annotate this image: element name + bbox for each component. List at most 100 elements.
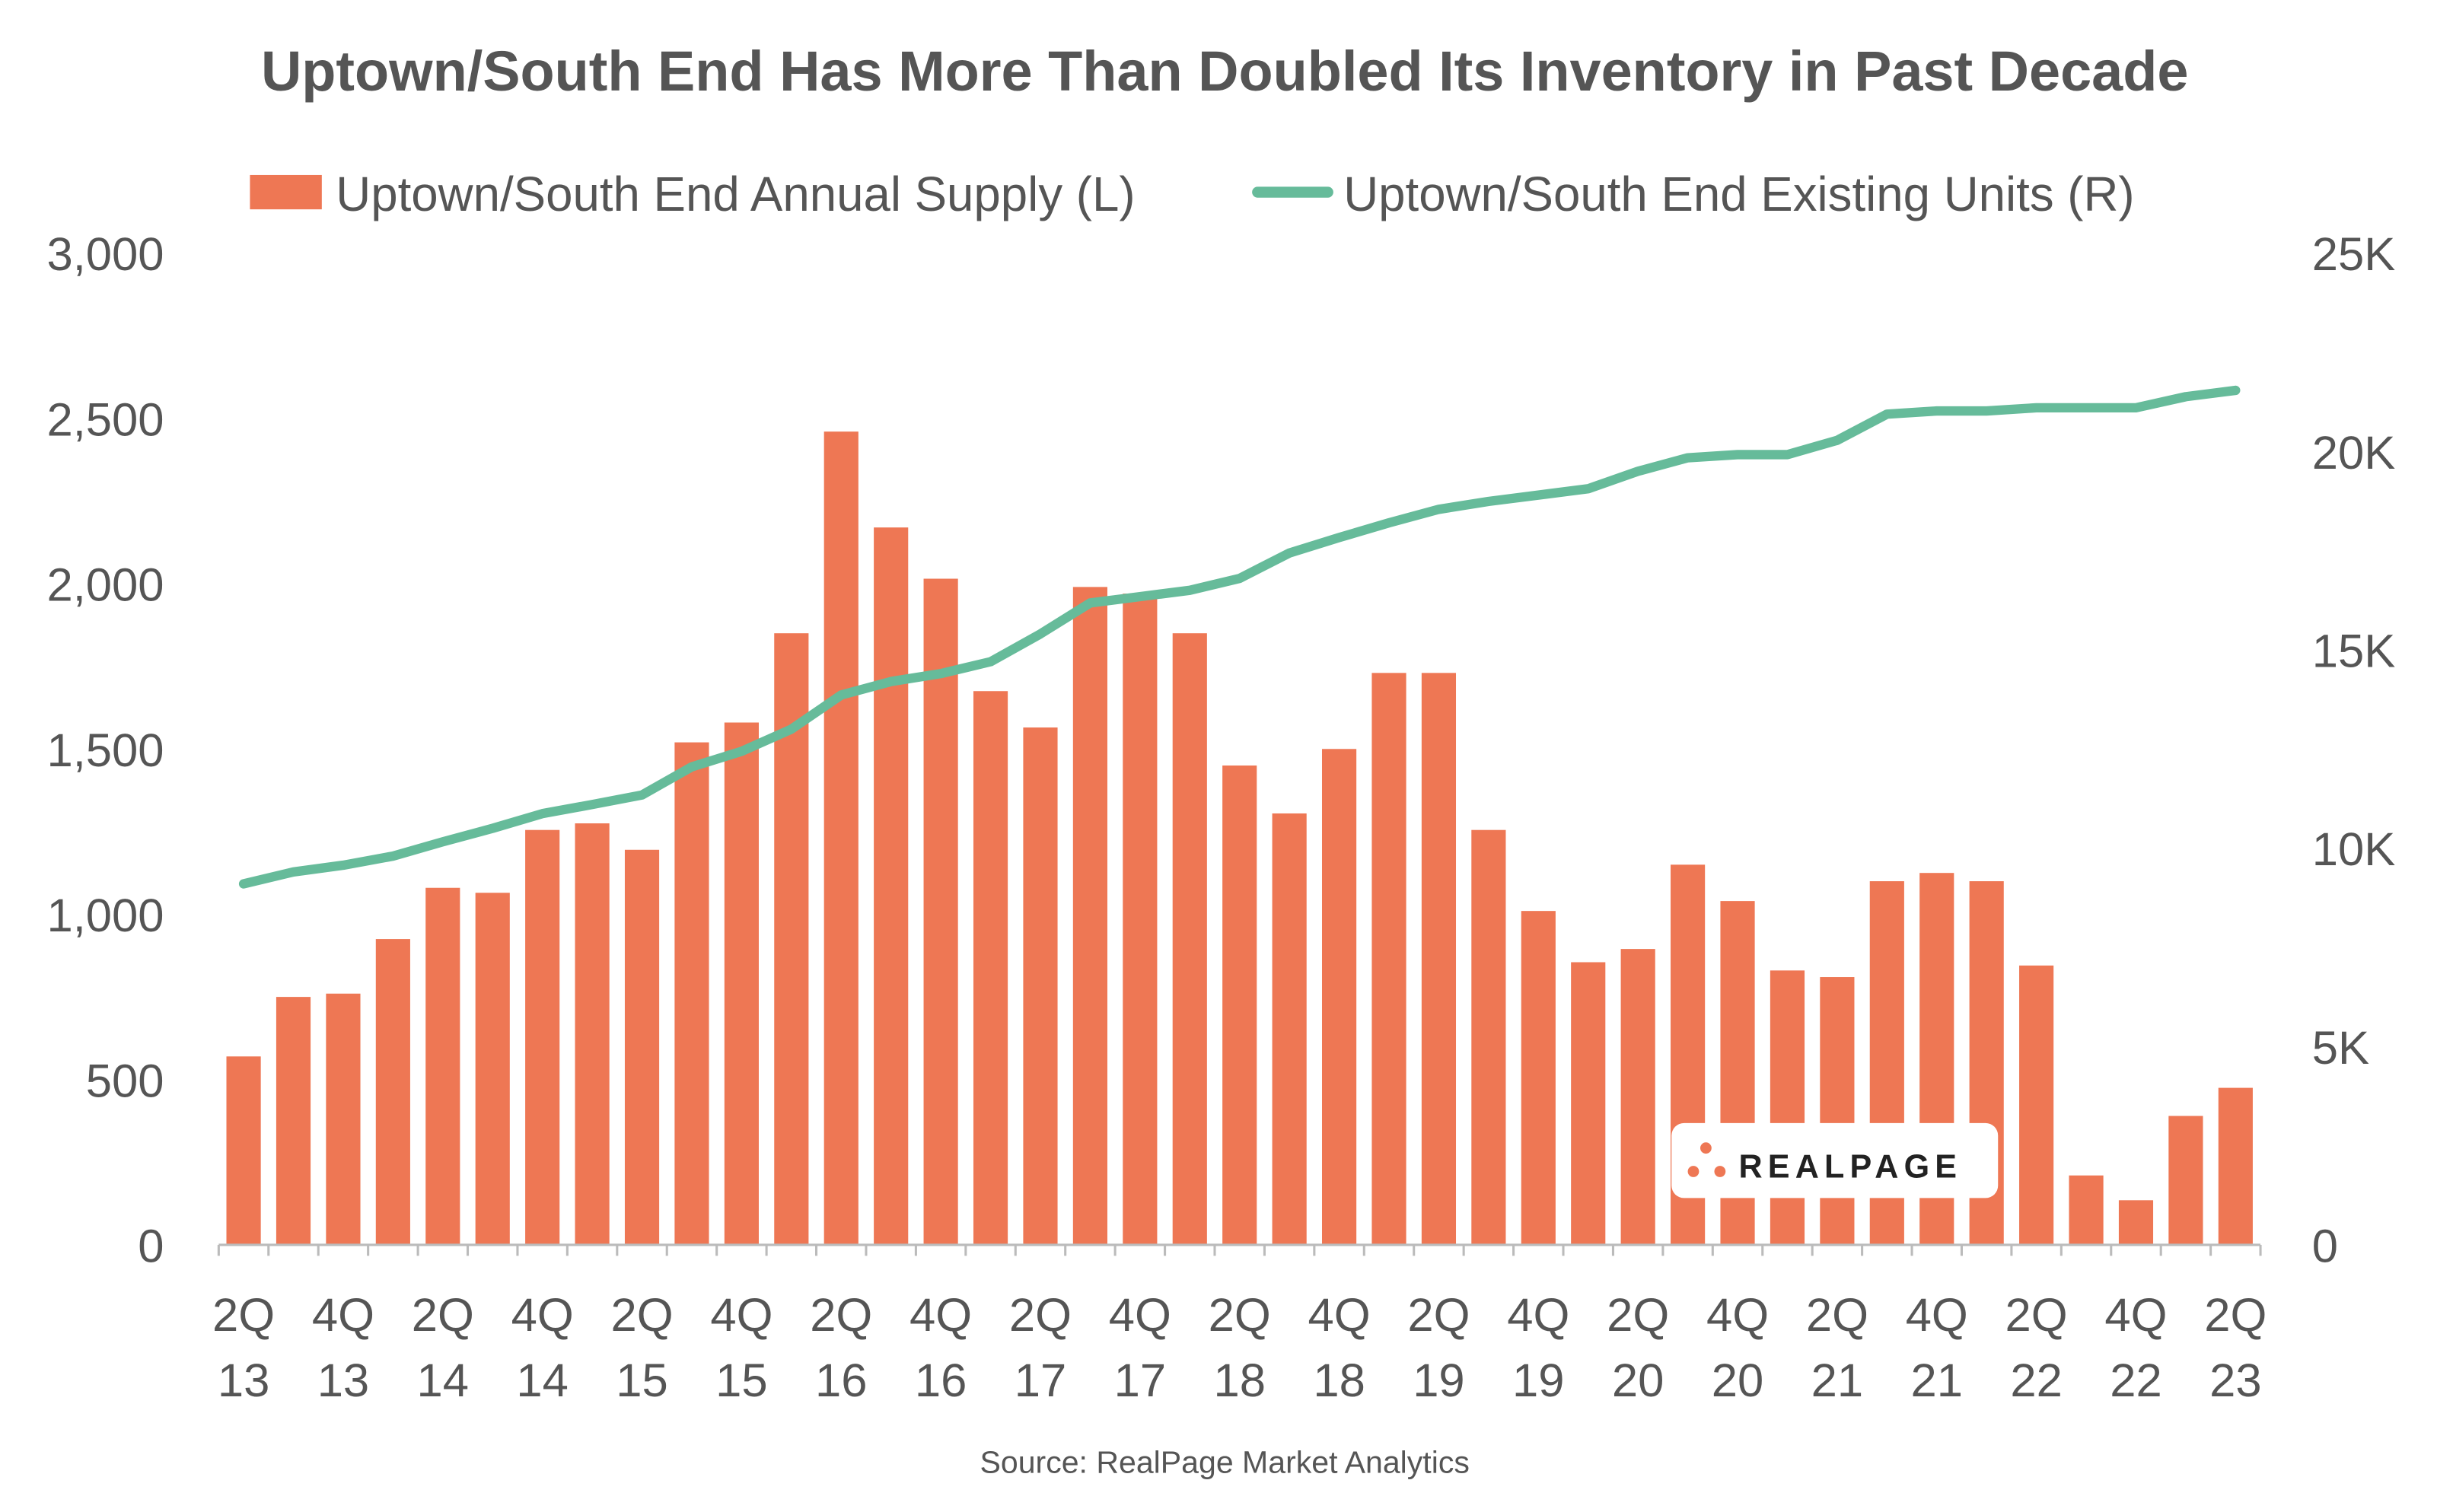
x-tick-label-year: 16 xyxy=(915,1354,967,1407)
bar xyxy=(823,431,859,1245)
bar xyxy=(1820,977,1855,1245)
line-series xyxy=(238,385,2241,889)
bar xyxy=(2218,1087,2253,1245)
x-tick-label-year: 20 xyxy=(1712,1354,1763,1407)
bar xyxy=(1072,587,1107,1245)
x-tick-label-year: 21 xyxy=(1811,1354,1863,1407)
y-right-tick-label: 10K xyxy=(2312,823,2396,876)
bar xyxy=(1471,829,1506,1245)
realpage-logo: REALPAGE xyxy=(1671,1122,1999,1198)
x-tick-label-year: 21 xyxy=(1911,1354,1963,1407)
x-tick-label-year: 19 xyxy=(1512,1354,1564,1407)
bar xyxy=(1521,911,1556,1245)
bar xyxy=(1321,749,1357,1245)
bar xyxy=(425,887,460,1245)
bar xyxy=(1371,673,1406,1245)
bar xyxy=(2168,1116,2203,1245)
bar xyxy=(674,742,709,1245)
x-tick-label-quarter: 4Q xyxy=(909,1289,972,1342)
x-tick-label-quarter: 4Q xyxy=(1308,1289,1371,1342)
y-right-tick-label: 25K xyxy=(2312,228,2396,281)
x-tick-label-year: 22 xyxy=(2110,1354,2161,1407)
x-tick-label-quarter: 2Q xyxy=(1806,1289,1868,1342)
y-axis-left: 0 500 1,000 1,500 2,000 2,500 3,000 xyxy=(46,228,164,1272)
y-left-tick-label: 2,000 xyxy=(46,559,164,612)
y-left-tick-label: 1,500 xyxy=(46,724,164,777)
bar xyxy=(2019,965,2054,1245)
bar xyxy=(1770,970,1805,1245)
x-tick-label-quarter: 2Q xyxy=(1209,1289,1271,1342)
bar xyxy=(2069,1175,2104,1245)
bar xyxy=(1023,727,1058,1245)
x-tick-label-year: 15 xyxy=(616,1354,667,1407)
bar xyxy=(1172,633,1207,1245)
x-tick-label-quarter: 4Q xyxy=(312,1289,374,1342)
bar xyxy=(973,691,1008,1245)
y-left-tick-label: 3,000 xyxy=(46,228,164,281)
bar xyxy=(2118,1200,2154,1245)
x-tick-label-year: 18 xyxy=(1313,1354,1365,1407)
y-left-tick-label: 0 xyxy=(138,1221,164,1273)
y-left-tick-label: 1,000 xyxy=(46,890,164,942)
x-tick-label-year: 20 xyxy=(1612,1354,1664,1407)
x-tick-label-quarter: 4Q xyxy=(1906,1289,1968,1342)
x-tick-label-quarter: 2Q xyxy=(610,1289,673,1342)
x-tick-label-year: 16 xyxy=(815,1354,867,1407)
x-tick-label-quarter: 2Q xyxy=(412,1289,474,1342)
bar xyxy=(575,823,610,1245)
bar xyxy=(923,578,958,1245)
bar xyxy=(1620,949,1655,1245)
x-tick-label-quarter: 4Q xyxy=(511,1289,574,1342)
legend-label-line: Uptown/South End Existing Units (R) xyxy=(1343,167,2134,221)
existing-units-line xyxy=(238,385,2241,889)
bar xyxy=(326,993,361,1245)
bar xyxy=(874,527,909,1245)
logo-text: REALPAGE xyxy=(1739,1149,1963,1186)
x-tick-label-quarter: 2Q xyxy=(1407,1289,1470,1342)
bar xyxy=(375,939,410,1245)
x-tick-label-quarter: 4Q xyxy=(1109,1289,1171,1342)
y-right-tick-label: 5K xyxy=(2312,1022,2369,1074)
bar xyxy=(1421,673,1457,1245)
bar xyxy=(1272,813,1307,1245)
x-tick-label-year: 13 xyxy=(218,1354,269,1407)
chart-title: Uptown/South End Has More Than Doubled I… xyxy=(261,40,2189,103)
bar xyxy=(624,849,660,1245)
x-tick-label-year: 19 xyxy=(1413,1354,1464,1407)
x-tick-label-quarter: 2Q xyxy=(810,1289,872,1342)
bar xyxy=(724,722,759,1245)
y-right-tick-label: 0 xyxy=(2312,1221,2338,1273)
x-tick-label-quarter: 2Q xyxy=(212,1289,275,1342)
x-tick-label-quarter: 2Q xyxy=(1607,1289,1669,1342)
x-tick-label-quarter: 2Q xyxy=(2204,1289,2267,1342)
y-right-tick-label: 15K xyxy=(2312,625,2396,678)
x-tick-label-quarter: 4Q xyxy=(1507,1289,1569,1342)
y-axis-right: 0 5K 10K 15K 20K 25K xyxy=(2312,228,2396,1272)
bar xyxy=(1123,594,1158,1245)
x-tick-label-year: 14 xyxy=(516,1354,568,1407)
x-tick-label-year: 17 xyxy=(1114,1354,1166,1407)
x-tick-label-year: 15 xyxy=(715,1354,767,1407)
x-tick-label-quarter: 4Q xyxy=(2104,1289,2167,1342)
bar xyxy=(525,829,560,1245)
bar xyxy=(475,893,510,1245)
x-tick-label-quarter: 4Q xyxy=(710,1289,773,1342)
source-note: Source: RealPage Market Analytics xyxy=(980,1445,1470,1480)
bar xyxy=(276,997,311,1245)
y-right-tick-label: 20K xyxy=(2312,427,2396,479)
x-tick-label-year: 22 xyxy=(2010,1354,2062,1407)
y-left-tick-label: 2,500 xyxy=(46,393,164,446)
x-tick-label-year: 18 xyxy=(1213,1354,1265,1407)
x-tick-label-year: 13 xyxy=(317,1354,369,1407)
x-axis: 2Q 13 4Q 13 2Q 14 4Q 14 2Q 15 4Q 15 2Q 16 4Q 16 2Q 17 4Q 17… xyxy=(212,1243,2267,1407)
x-tick-label-year: 17 xyxy=(1015,1354,1066,1407)
legend-label-bar: Uptown/South End Annual Supply (L) xyxy=(336,167,1135,221)
x-tick-label-quarter: 2Q xyxy=(2005,1289,2068,1342)
legend: Uptown/South End Annual Supply (L) Uptow… xyxy=(250,167,2135,221)
x-tick-label-quarter: 4Q xyxy=(1706,1289,1769,1342)
x-tick-label-year: 14 xyxy=(417,1354,469,1407)
bar xyxy=(1222,765,1257,1245)
x-tick-label-year: 23 xyxy=(2209,1354,2261,1407)
x-tick-label-quarter: 2Q xyxy=(1009,1289,1072,1342)
